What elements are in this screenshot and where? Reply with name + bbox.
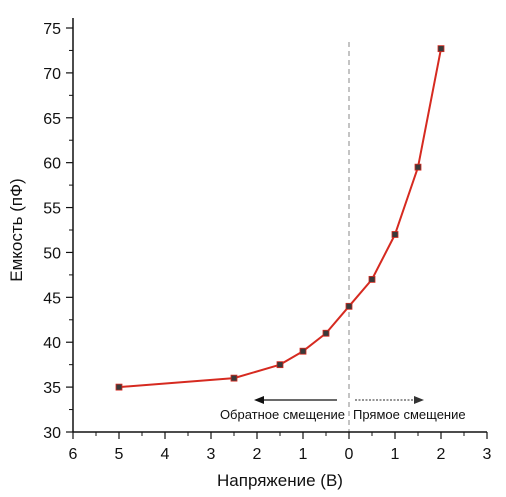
- x-tick-label: 2: [253, 446, 262, 463]
- series-line-segment: [233, 363, 281, 380]
- series-line-segment: [417, 47, 442, 169]
- y-axis-title: Емкость (пФ): [7, 178, 26, 281]
- y-tick-label: 30: [43, 425, 61, 442]
- y-tick-label: 45: [43, 290, 61, 307]
- y-tick-label: 60: [43, 156, 61, 173]
- forward-bias-arrow: [355, 396, 424, 404]
- series-line-segment: [394, 166, 419, 236]
- y-tick-label: 75: [43, 21, 61, 38]
- data-point: [391, 231, 399, 238]
- y-tick-label: 40: [43, 335, 61, 352]
- x-tick-label: 3: [483, 446, 492, 463]
- x-tick-label: 6: [69, 446, 78, 463]
- data-point: [115, 383, 123, 391]
- x-tick-label: 1: [391, 446, 400, 463]
- y-tick-label: 35: [43, 380, 61, 397]
- x-tick-label: 2: [437, 446, 446, 463]
- data-point: [322, 329, 330, 337]
- series-line-segment: [325, 305, 350, 335]
- forward-bias-label: Прямое смещение: [353, 407, 466, 422]
- series-line-segment: [302, 332, 327, 353]
- reverse-bias-arrow: [254, 396, 337, 404]
- data-point: [437, 45, 445, 53]
- y-tick-label: 50: [43, 245, 61, 262]
- reverse-bias-label: Обратное смещение: [220, 407, 345, 422]
- y-tick-label: 65: [43, 111, 61, 128]
- data-point: [299, 347, 307, 355]
- data-point: [414, 163, 422, 171]
- x-tick-label: 3: [207, 446, 216, 463]
- y-tick-label: 55: [43, 201, 61, 218]
- x-tick-label: 0: [345, 446, 354, 463]
- series-line-segment: [118, 377, 235, 389]
- series-line-segment: [279, 350, 304, 366]
- data-point: [230, 374, 238, 382]
- series-line-segment: [348, 278, 373, 308]
- data-point: [276, 361, 284, 369]
- x-axis-title: Напряжение (В): [217, 471, 343, 490]
- reverse-arrow-head: [254, 396, 264, 404]
- x-tick-label: 1: [299, 446, 308, 463]
- forward-arrow-head: [414, 396, 424, 404]
- x-tick-label: 5: [115, 446, 124, 463]
- x-tick-label: 4: [161, 446, 170, 463]
- series-line-segment: [371, 233, 396, 281]
- data-point: [368, 275, 376, 283]
- data-point: [345, 302, 353, 310]
- y-tick-label: 70: [43, 66, 61, 83]
